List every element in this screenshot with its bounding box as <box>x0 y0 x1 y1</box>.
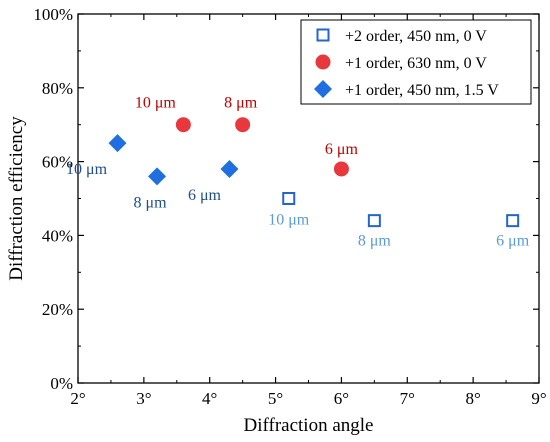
data-label: 10 μm <box>135 95 177 112</box>
x-tick-label: 3° <box>136 389 151 408</box>
y-tick-label: 0% <box>50 374 73 393</box>
legend-label: +1 order, 630 nm, 0 V <box>345 55 487 72</box>
data-label: 6 μm <box>496 233 530 250</box>
plot-area: 2° 3° 4° 5° 6° 7° 8° 9° 0% 20% 40% 60% 80% 100% Diffra… <box>6 5 547 436</box>
y-tick-label: 20% <box>42 300 73 319</box>
x-tick-label: 7° <box>400 389 415 408</box>
data-point <box>333 161 349 177</box>
legend-box <box>300 19 532 105</box>
x-tick-label: 6° <box>334 389 349 408</box>
data-label: 10 μm <box>66 161 108 178</box>
data-point <box>506 214 520 228</box>
data-label: 6 μm <box>188 187 222 204</box>
data-label: 8 μm <box>224 95 258 112</box>
x-tick-label: 9° <box>531 389 546 408</box>
legend-label: +1 order, 450 nm, 1.5 V <box>345 82 499 99</box>
data-label: 8 μm <box>358 233 392 250</box>
y-tick-label: 40% <box>42 226 73 245</box>
x-tick-label: 8° <box>465 389 480 408</box>
y-tick-label: 100% <box>33 5 73 24</box>
data-point <box>367 214 381 228</box>
legend-marker <box>316 28 330 42</box>
data-label: 10 μm <box>268 212 310 229</box>
x-tick-label: 5° <box>268 389 283 408</box>
data-label: 8 μm <box>134 194 168 211</box>
data-point <box>108 134 127 153</box>
data-point <box>175 117 191 133</box>
data-point <box>282 192 296 205</box>
x-tick-label: 2° <box>70 389 85 408</box>
legend-label: +2 order, 450 nm, 0 V <box>345 28 487 45</box>
data-point <box>235 117 251 133</box>
data-point <box>148 167 167 186</box>
y-tick-label: 60% <box>42 153 73 172</box>
data-point <box>220 159 239 178</box>
y-axis-label: Diffraction efficiency <box>6 116 27 281</box>
x-axis-label: Diffraction angle <box>244 415 374 436</box>
data-label: 6 μm <box>325 141 359 158</box>
legend-marker <box>314 80 332 98</box>
x-tick-label: 4° <box>202 389 217 408</box>
legend-marker <box>315 54 331 70</box>
y-tick-label: 80% <box>42 79 73 98</box>
